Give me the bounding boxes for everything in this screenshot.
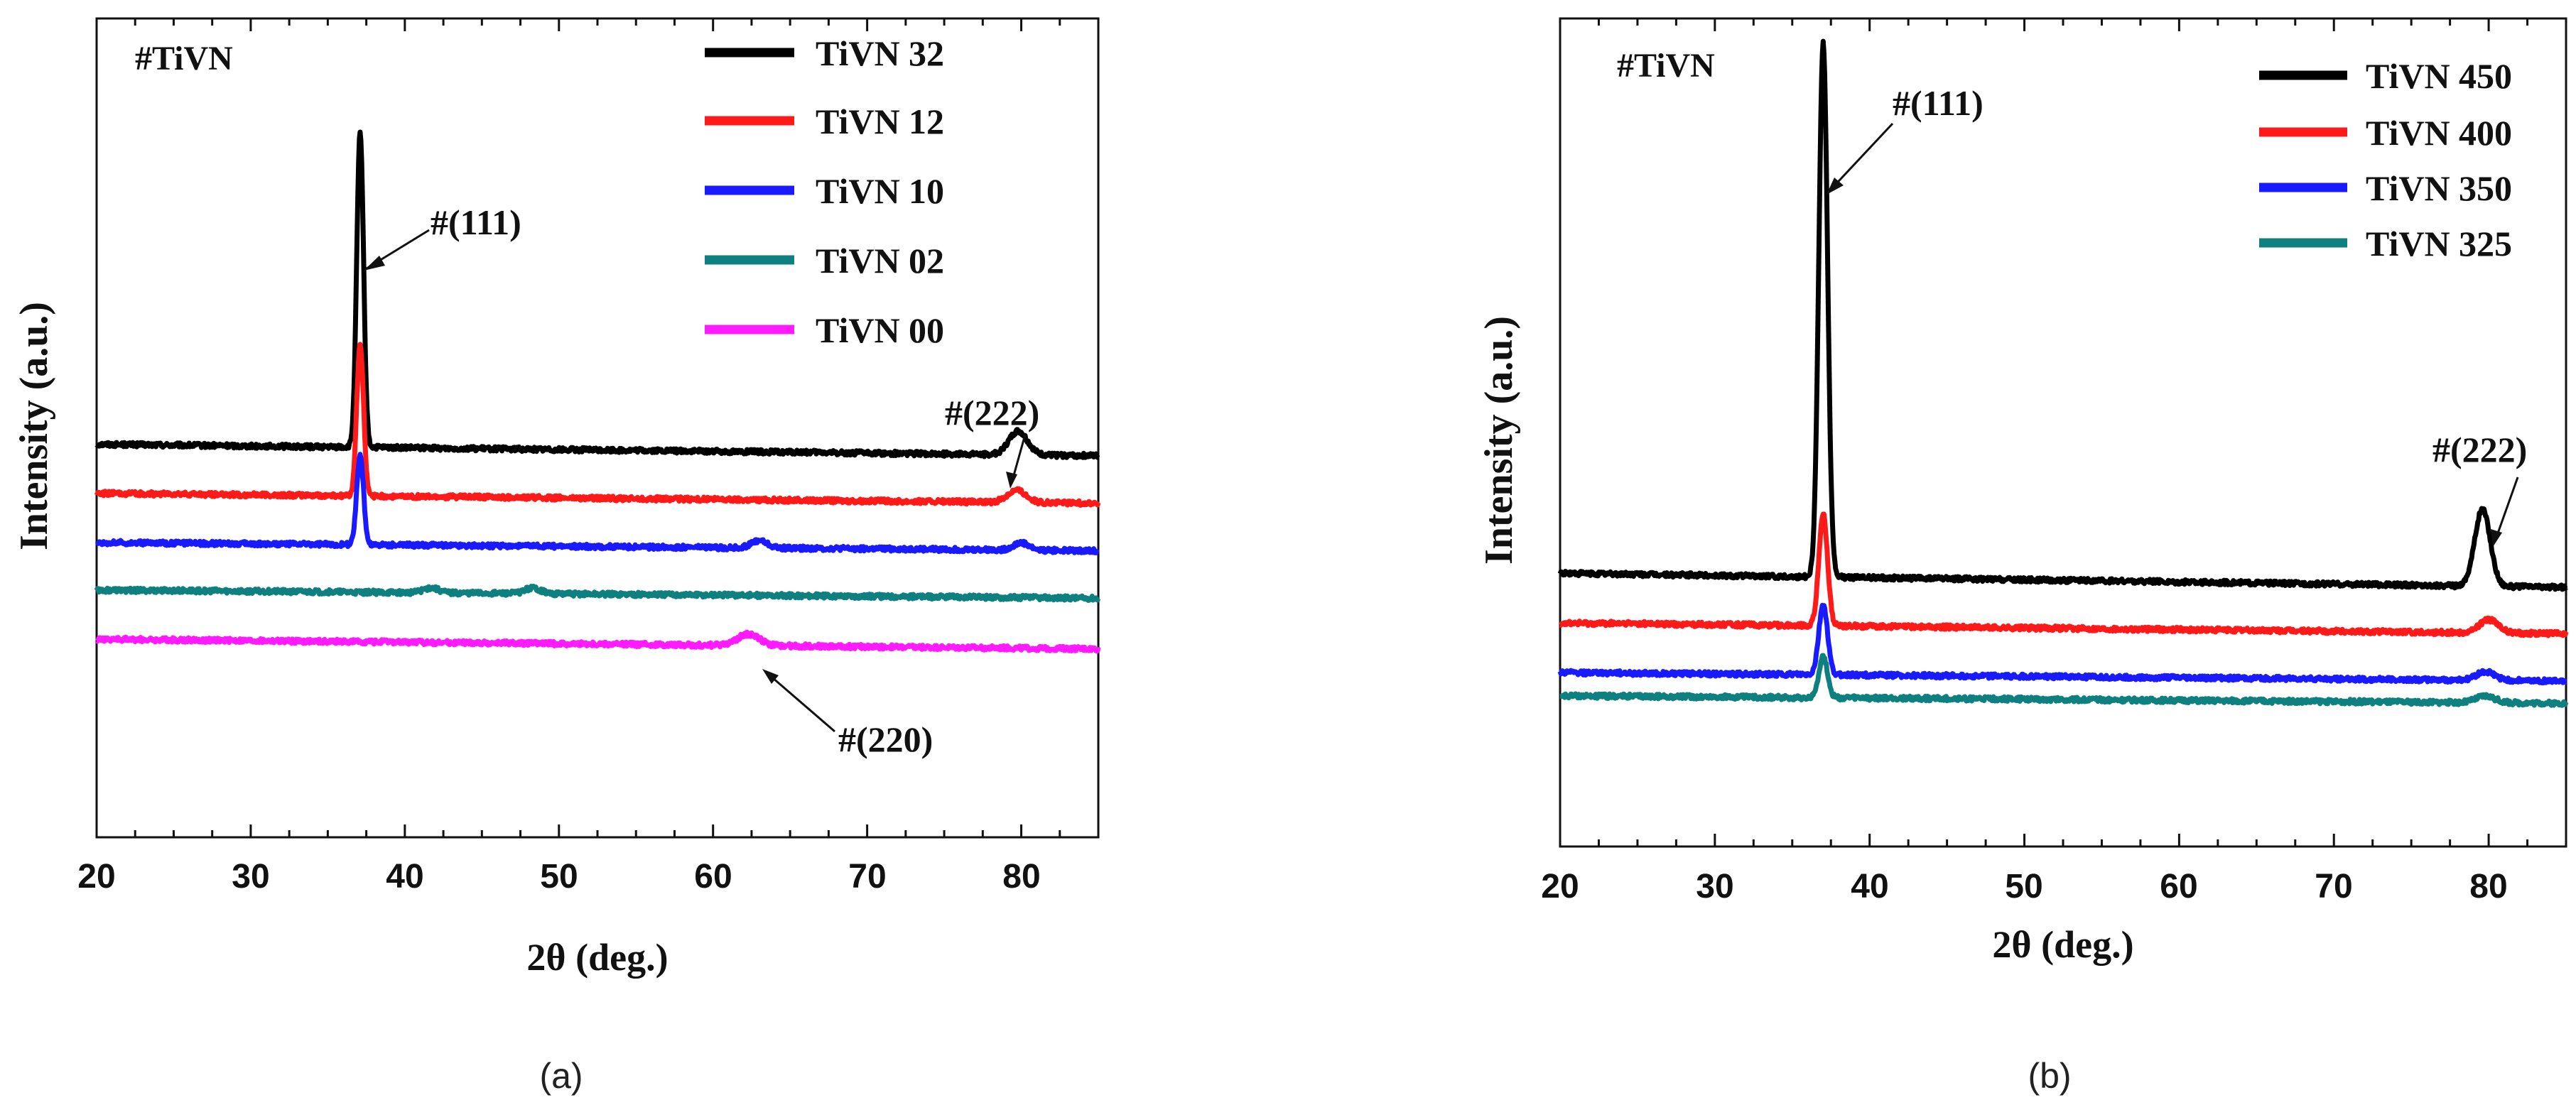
legend-label-tivn-325: TiVN 325 <box>2366 224 2512 263</box>
x-tick-label-30-b: 30 <box>1696 868 1733 905</box>
annotation-label-220-a: #(220) <box>838 719 933 759</box>
series-line-tivn-10 <box>94 452 1100 555</box>
annotation-label-222-b: #(222) <box>2432 430 2527 469</box>
x-tick-label-60-a: 60 <box>694 858 732 896</box>
series-line-tivn-400 <box>1558 511 2569 638</box>
x-tick-label-60-b: 60 <box>2160 868 2197 905</box>
x-tick-label-50-a: 50 <box>540 858 578 896</box>
annotation-label-111-b: #(111) <box>1893 83 1984 123</box>
x-tick-label-70-b: 70 <box>2315 868 2352 905</box>
x-tick-label-80-b: 80 <box>2469 868 2507 905</box>
annotation-label-222-a: #(222) <box>945 393 1039 432</box>
legend-label-tivn-10: TiVN 10 <box>816 171 944 211</box>
series-line-tivn-325 <box>1558 653 2569 708</box>
legend-label-tivn-450: TiVN 450 <box>2366 56 2512 96</box>
sample-label-b: #TiVN <box>1617 47 1715 85</box>
legend-a: TiVN 32 TiVN 12 TiVN 10 TiVN 02 TiVN 00 <box>705 33 944 350</box>
x-tick-labels-a: 20 30 40 50 60 70 80 <box>77 858 1040 896</box>
panel-label-b: (b) <box>2028 1056 2071 1096</box>
legend-label-tivn-12: TiVN 12 <box>816 102 944 141</box>
x-axis-title-a: 2θ (deg.) <box>526 936 668 979</box>
series-line-tivn-00 <box>94 629 1101 654</box>
x-tick-label-30-a: 30 <box>232 858 269 896</box>
legend-b: TiVN 450 TiVN 400 TiVN 350 TiVN 325 <box>2259 56 2512 263</box>
x-tick-label-20-b: 20 <box>1541 868 1579 905</box>
annotation-arrowhead-222-b <box>2491 529 2502 547</box>
x-axis-title-b: 2θ (deg.) <box>1992 923 2133 966</box>
x-tick-label-70-a: 70 <box>848 858 886 896</box>
series-group-b <box>1557 38 2569 708</box>
series-line-tivn-02 <box>94 584 1101 603</box>
panel-label-a: (a) <box>539 1056 583 1096</box>
annotation-arrowhead-111-b <box>1827 178 1844 195</box>
annotation-arrowhead-111-a <box>364 256 385 271</box>
x-tick-label-80-a: 80 <box>1002 858 1040 896</box>
x-tick-label-40-b: 40 <box>1851 868 1888 905</box>
annotation-arrow-220-a <box>767 672 835 733</box>
x-tick-label-20-a: 20 <box>77 858 115 896</box>
annotation-label-111-a: #(111) <box>431 202 521 242</box>
y-axis-title-a: Intensity (a.u.) <box>12 302 56 550</box>
legend-label-tivn-400: TiVN 400 <box>2366 113 2512 153</box>
sample-label-a: #TiVN <box>135 40 233 77</box>
legend-label-tivn-00: TiVN 00 <box>816 310 944 350</box>
series-line-tivn-350 <box>1557 602 2568 686</box>
x-axis-ticks-b <box>1559 18 2567 847</box>
legend-label-tivn-350: TiVN 350 <box>2366 168 2512 208</box>
chart-panel-b: #TiVN TiVN 450 TiVN 400 TiVN 350 TiVN 32… <box>1477 17 2569 1096</box>
legend-label-tivn-32: TiVN 32 <box>816 33 944 73</box>
peak-annotations-b: #(111) #(222) <box>1827 83 2527 547</box>
annotation-arrowhead-220-a <box>762 669 779 684</box>
series-line-tivn-12 <box>94 342 1101 508</box>
series-line-tivn-32 <box>94 129 1100 460</box>
x-axis-ticks-a <box>95 18 1100 837</box>
annotation-arrow-111-b <box>1829 122 1894 192</box>
series-group-a <box>94 129 1101 654</box>
series-line-tivn-450 <box>1557 38 2568 592</box>
x-tick-label-40-a: 40 <box>386 858 423 896</box>
y-axis-title-b: Intensity (a.u.) <box>1477 316 1521 565</box>
peak-annotations-a: #(111) #(222) #(220) <box>364 202 1039 759</box>
annotation-arrow-222-b <box>2494 477 2519 542</box>
annotation-arrowhead-222-a <box>1006 472 1017 489</box>
x-tick-labels-b: 20 30 40 50 60 70 80 <box>1541 868 2507 905</box>
chart-panel-a: #TiVN TiVN 32 TiVN 12 TiVN 10 TiVN 02 Ti… <box>12 17 1101 1096</box>
x-tick-label-50-b: 50 <box>2005 868 2042 905</box>
legend-label-tivn-02: TiVN 02 <box>816 241 944 281</box>
